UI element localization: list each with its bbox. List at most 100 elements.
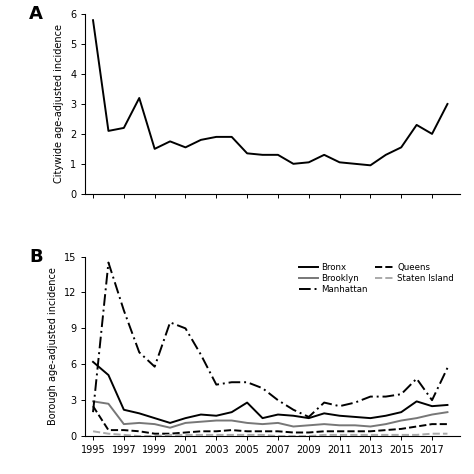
Brooklyn (352, 422, 358, 428)
Text: A: A (29, 5, 43, 23)
Manhattan (321, 400, 327, 405)
Manhattan (306, 414, 311, 420)
Manhattan (213, 382, 219, 387)
Queens (260, 428, 265, 434)
Manhattan (167, 319, 173, 325)
Staten Island (90, 428, 96, 434)
Brooklyn (275, 420, 281, 426)
Manhattan (414, 376, 419, 382)
Manhattan (337, 403, 342, 409)
Manhattan (429, 397, 435, 403)
Queens (229, 427, 235, 433)
Staten Island (321, 432, 327, 438)
Brooklyn (337, 422, 342, 428)
Queens (321, 428, 327, 434)
Manhattan (121, 308, 127, 313)
Manhattan (445, 365, 450, 371)
Staten Island (152, 433, 157, 439)
Bronx (398, 410, 404, 415)
Line: Staten Island: Staten Island (93, 431, 447, 436)
Brooklyn (429, 412, 435, 418)
Queens (398, 426, 404, 432)
Staten Island (291, 433, 296, 439)
Bronx (260, 415, 265, 421)
Queens (106, 427, 111, 433)
Staten Island (445, 431, 450, 437)
Text: B: B (29, 247, 43, 265)
Brooklyn (398, 418, 404, 423)
Staten Island (260, 432, 265, 438)
Staten Island (244, 432, 250, 438)
Manhattan (367, 394, 373, 400)
Bronx (337, 413, 342, 419)
Staten Island (137, 433, 142, 439)
Brooklyn (229, 418, 235, 423)
Brooklyn (106, 401, 111, 407)
Queens (90, 403, 96, 409)
Queens (306, 429, 311, 435)
Manhattan (275, 397, 281, 403)
Line: Manhattan: Manhattan (93, 263, 447, 417)
Staten Island (213, 432, 219, 438)
Queens (291, 429, 296, 435)
Queens (383, 427, 389, 433)
Manhattan (106, 260, 111, 265)
Staten Island (367, 432, 373, 438)
Brooklyn (213, 418, 219, 423)
Line: Bronx: Bronx (93, 362, 447, 423)
Queens (182, 429, 188, 435)
Bronx (367, 415, 373, 421)
Queens (275, 428, 281, 434)
Y-axis label: Citywide age-adjusted incidence: Citywide age-adjusted incidence (55, 25, 64, 183)
Brooklyn (367, 424, 373, 429)
Staten Island (198, 432, 204, 438)
Staten Island (383, 432, 389, 438)
Staten Island (106, 431, 111, 437)
Queens (137, 428, 142, 434)
Y-axis label: Borough age-adjusted incidence: Borough age-adjusted incidence (48, 267, 58, 425)
Staten Island (398, 432, 404, 438)
Brooklyn (306, 422, 311, 428)
Manhattan (137, 349, 142, 355)
Bronx (352, 414, 358, 420)
Bronx (167, 420, 173, 426)
Bronx (182, 415, 188, 421)
Bronx (306, 415, 311, 421)
Bronx (229, 410, 235, 415)
Staten Island (167, 432, 173, 438)
Bronx (137, 410, 142, 416)
Brooklyn (383, 421, 389, 427)
Bronx (275, 412, 281, 418)
Brooklyn (137, 420, 142, 426)
Bronx (106, 372, 111, 378)
Brooklyn (121, 421, 127, 427)
Bronx (213, 413, 219, 419)
Manhattan (352, 400, 358, 405)
Staten Island (414, 432, 419, 438)
Manhattan (398, 392, 404, 397)
Queens (121, 427, 127, 433)
Bronx (414, 399, 419, 404)
Line: Queens: Queens (93, 406, 447, 434)
Brooklyn (90, 399, 96, 404)
Staten Island (229, 432, 235, 438)
Staten Island (182, 432, 188, 438)
Manhattan (244, 379, 250, 385)
Queens (352, 428, 358, 434)
Brooklyn (291, 424, 296, 429)
Bronx (198, 412, 204, 418)
Staten Island (275, 433, 281, 439)
Staten Island (306, 433, 311, 439)
Manhattan (198, 352, 204, 357)
Bronx (291, 413, 296, 419)
Staten Island (121, 432, 127, 438)
Brooklyn (244, 420, 250, 426)
Staten Island (337, 432, 342, 438)
Queens (152, 431, 157, 437)
Manhattan (291, 407, 296, 412)
Queens (337, 428, 342, 434)
Bronx (445, 402, 450, 408)
Brooklyn (445, 410, 450, 415)
Queens (213, 428, 219, 434)
Manhattan (260, 385, 265, 391)
